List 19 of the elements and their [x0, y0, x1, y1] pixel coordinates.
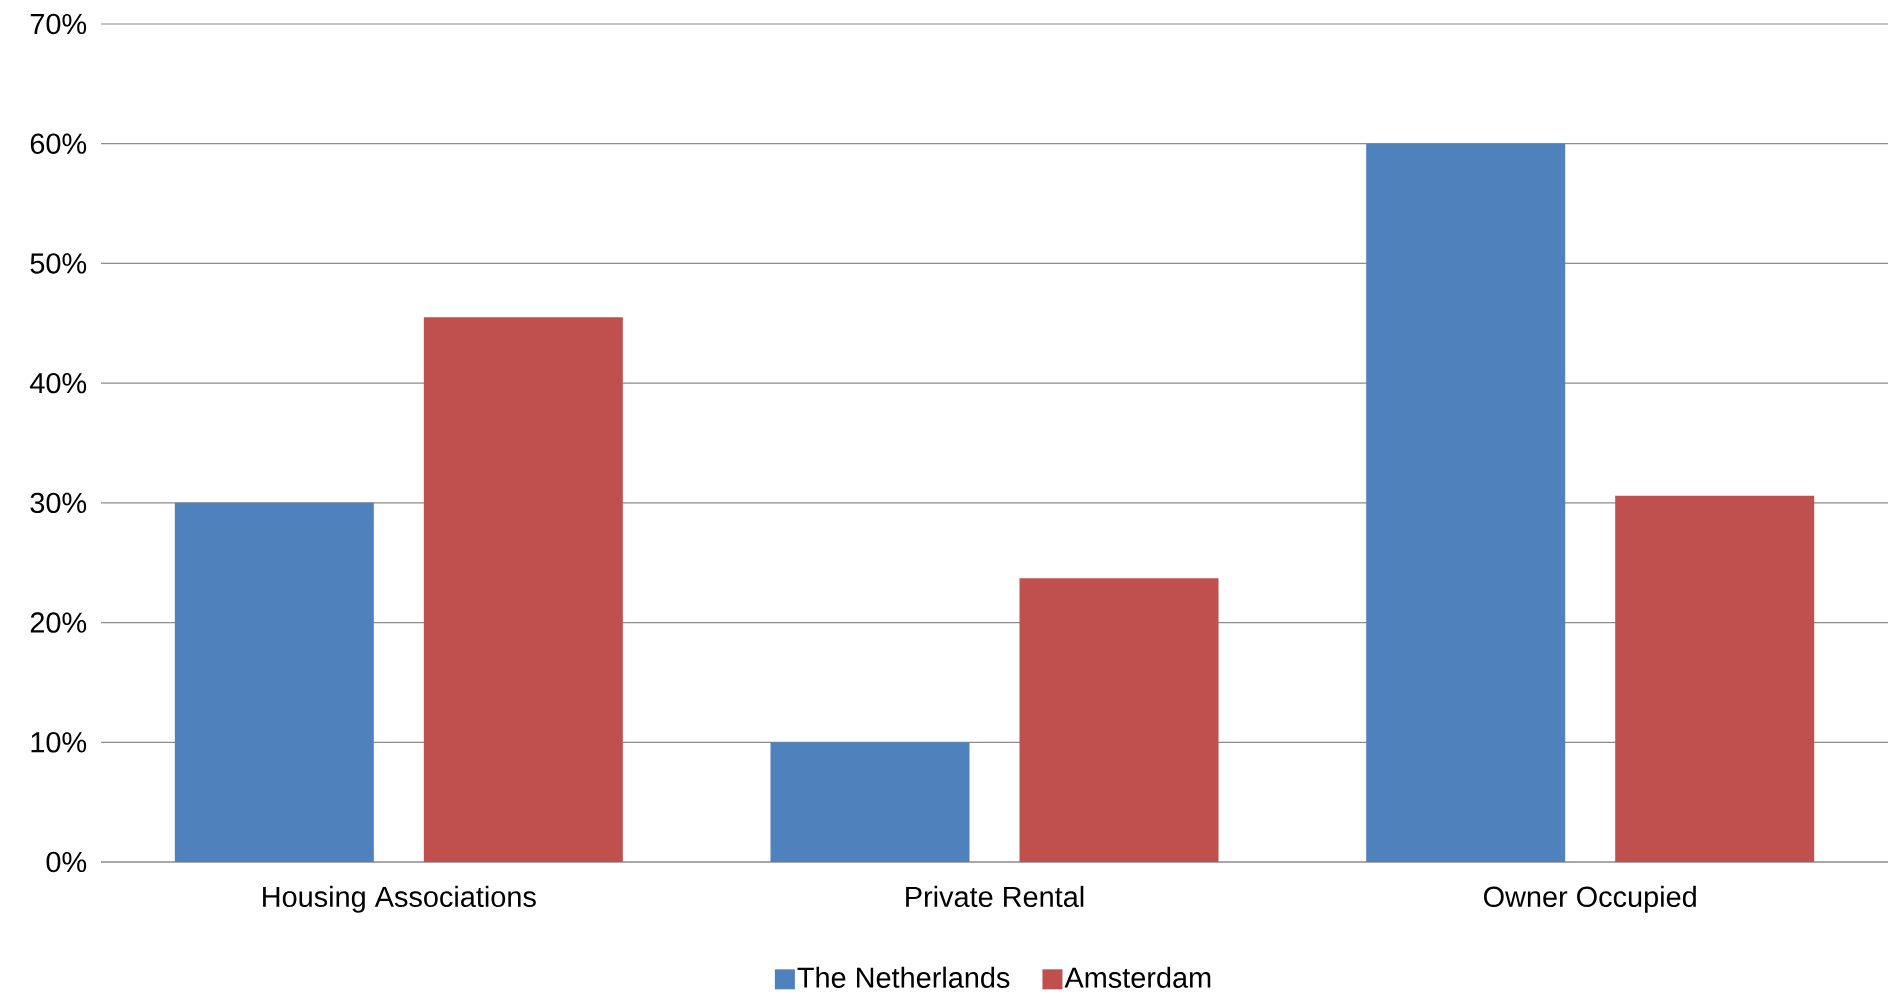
y-tick-label: 10%: [31, 732, 87, 753]
y-tick-label: 70%: [30, 13, 87, 35]
bar: [770, 742, 970, 862]
bar: [1019, 578, 1219, 862]
y-tick-label: 20%: [30, 612, 87, 633]
y-tick-label: 40%: [30, 372, 87, 394]
y-tick-label: 0%: [46, 851, 87, 873]
legend-label: Amsterdam: [1064, 966, 1211, 988]
y-tick-label: 30%: [30, 492, 87, 514]
x-tick-label: Housing Associations: [263, 885, 536, 913]
y-tick-label: 50%: [30, 253, 87, 274]
bar: [423, 317, 623, 862]
bar: [1366, 143, 1566, 862]
x-tick-label: Owner Occupied: [1483, 885, 1696, 913]
bar: [1615, 495, 1815, 862]
legend-label: The Netherlands: [797, 966, 1010, 988]
bar: [174, 502, 374, 862]
x-tick-label: Private Rental: [906, 885, 1084, 908]
y-tick-label: 60%: [30, 133, 87, 154]
